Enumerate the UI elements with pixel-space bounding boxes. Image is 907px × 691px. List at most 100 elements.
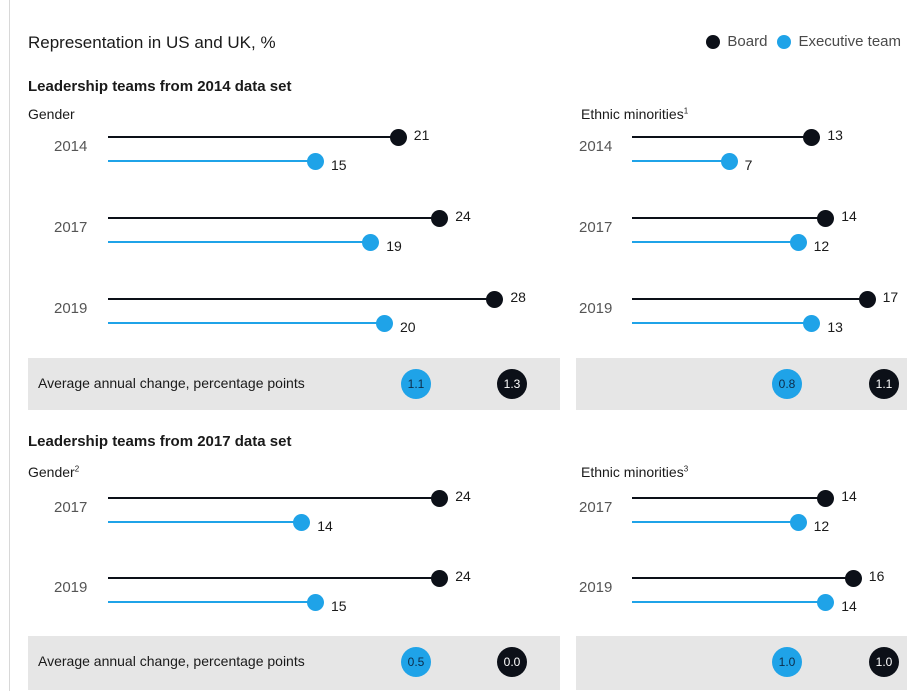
footnote-marker: 2 — [74, 464, 80, 474]
board-dot — [486, 291, 504, 308]
board-bar — [632, 577, 853, 579]
exec-value: 14 — [841, 598, 857, 614]
exec-dot — [789, 234, 807, 251]
year-label: 2019 — [54, 300, 88, 317]
legend-exec-label: Executive team — [798, 33, 901, 50]
legend-board-dot-icon — [706, 34, 721, 49]
legend-board-label: Board — [727, 33, 768, 50]
exec-dot — [362, 234, 380, 251]
exec-bar — [108, 601, 315, 603]
avg-change-box — [576, 358, 907, 410]
board-value: 14 — [841, 208, 857, 224]
exec-dot — [803, 315, 821, 332]
board-value: 24 — [455, 208, 471, 224]
year-label: 2019 — [54, 579, 88, 596]
board-value: 14 — [841, 488, 857, 504]
exec-value: 12 — [813, 518, 830, 534]
avg-change-box — [28, 358, 560, 410]
avg-change-exec-badge: 0.8 — [772, 369, 802, 399]
exec-dot — [307, 594, 324, 611]
board-value: 28 — [510, 289, 526, 305]
legend-item-executive-team: Executive team — [777, 33, 901, 50]
exec-value: 15 — [331, 157, 347, 173]
year-label: 2014 — [54, 138, 88, 155]
left-divider — [9, 0, 10, 691]
exec-bar — [108, 160, 315, 162]
year-label: 2017 — [54, 499, 88, 516]
exec-bar — [108, 241, 371, 243]
board-dot — [431, 570, 449, 587]
exec-bar — [632, 601, 826, 603]
year-label: 2014 — [579, 138, 613, 155]
board-value: 17 — [882, 289, 899, 305]
exec-bar — [632, 521, 798, 523]
exec-dot — [307, 153, 324, 170]
board-bar — [108, 497, 440, 499]
avg-change-label: Average annual change, percentage points — [38, 375, 305, 391]
year-label: 2017 — [54, 219, 88, 236]
year-label: 2017 — [579, 219, 613, 236]
board-bar — [632, 217, 826, 219]
avg-change-board-badge: 0.0 — [497, 647, 527, 677]
exec-bar — [108, 322, 384, 324]
exec-dot — [293, 514, 311, 531]
section-title: Leadership teams from 2017 data set — [28, 433, 292, 450]
panel-title: Gender2 — [28, 464, 79, 480]
board-value: 24 — [455, 488, 471, 504]
exec-dot — [817, 594, 835, 611]
footnote-marker: 1 — [683, 106, 689, 116]
board-dot — [803, 129, 821, 146]
board-bar — [632, 298, 867, 300]
avg-change-exec-badge: 0.5 — [401, 647, 431, 677]
board-bar — [632, 136, 812, 138]
year-label: 2019 — [579, 300, 613, 317]
avg-change-exec-badge: 1.1 — [401, 369, 431, 399]
exec-value: 7 — [744, 157, 753, 173]
board-dot — [817, 210, 835, 227]
board-value: 24 — [455, 568, 471, 584]
exec-bar — [632, 241, 798, 243]
legend: Board Executive team — [696, 33, 901, 50]
panel-title-text: Gender — [28, 464, 75, 480]
panel-title: Gender — [28, 106, 75, 122]
board-dot — [858, 291, 876, 308]
board-value: 13 — [827, 127, 843, 143]
section-title: Leadership teams from 2014 data set — [28, 78, 292, 95]
year-label: 2017 — [579, 499, 613, 516]
panel-title: Ethnic minorities3 — [581, 464, 688, 480]
avg-change-board-badge: 1.3 — [497, 369, 527, 399]
exec-value: 14 — [317, 518, 333, 534]
panel-title: Ethnic minorities1 — [581, 106, 688, 122]
exec-dot — [789, 514, 807, 531]
avg-change-label: Average annual change, percentage points — [38, 653, 305, 669]
board-bar — [108, 136, 398, 138]
panel-title-text: Ethnic minorities — [581, 106, 684, 122]
exec-value: 19 — [386, 238, 402, 254]
avg-change-box — [28, 636, 560, 690]
board-value: 16 — [868, 568, 885, 584]
board-dot — [817, 490, 835, 507]
avg-change-exec-badge: 1.0 — [772, 647, 802, 677]
board-dot — [844, 570, 862, 587]
exec-bar — [108, 521, 302, 523]
legend-exec-dot-icon — [777, 34, 792, 49]
board-dot — [431, 490, 449, 507]
year-label: 2019 — [579, 579, 613, 596]
exec-dot — [376, 315, 393, 332]
exec-bar — [632, 322, 812, 324]
exec-value: 20 — [400, 319, 416, 335]
chart-title: Representation in US and UK, % — [28, 33, 276, 52]
board-bar — [108, 298, 495, 300]
avg-change-board-badge: 1.1 — [869, 369, 899, 399]
board-value: 21 — [413, 127, 430, 143]
legend-item-board: Board — [706, 33, 767, 50]
exec-dot — [720, 153, 738, 170]
board-dot — [431, 210, 449, 227]
footnote-marker: 3 — [683, 464, 689, 474]
exec-value: 12 — [813, 238, 830, 254]
panel-title-text: Ethnic minorities — [581, 464, 684, 480]
exec-value: 13 — [827, 319, 843, 335]
board-bar — [108, 217, 440, 219]
avg-change-box — [576, 636, 907, 690]
board-bar — [108, 577, 440, 579]
